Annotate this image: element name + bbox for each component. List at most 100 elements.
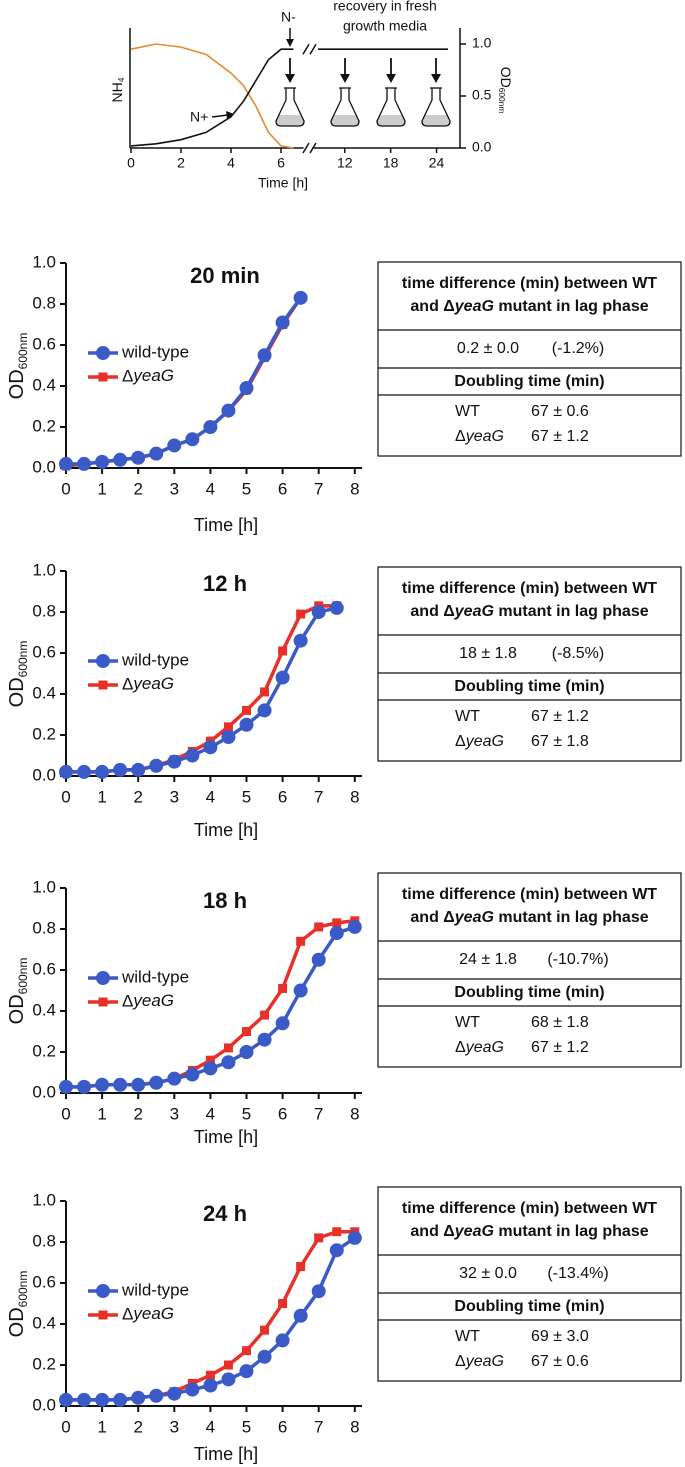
- table-header: and ΔyeaG mutant in lag phase: [410, 603, 648, 620]
- x-tick-label: 4: [206, 1104, 215, 1123]
- axis-label: OD600nm: [497, 67, 515, 114]
- x-tick-label: 5: [242, 1104, 251, 1123]
- arrow-head: [285, 74, 295, 83]
- lag-value: 18 ± 1.8: [459, 645, 517, 662]
- table-header: and ΔyeaG mutant in lag phase: [410, 298, 648, 315]
- flask-media: [331, 115, 359, 126]
- data-point: [149, 758, 164, 773]
- data-point: [113, 452, 128, 467]
- data-point: [131, 450, 146, 465]
- x-tick-label: 6: [278, 1417, 287, 1436]
- data-point: [185, 1067, 200, 1082]
- table-frame: [377, 566, 682, 762]
- y-tick-label: 0.4: [32, 683, 56, 702]
- data-point: [167, 1071, 182, 1086]
- y-tick-label: 0.2: [32, 416, 56, 435]
- data-point: [293, 983, 308, 998]
- annotation: growth media: [343, 18, 427, 34]
- data-point: [223, 722, 233, 732]
- y-tick-label: 0.8: [32, 1231, 56, 1250]
- x-tick-label: 7: [314, 479, 323, 498]
- data-point: [275, 315, 290, 330]
- data-point: [113, 1077, 128, 1092]
- y-tick-label: 1.0: [32, 1190, 56, 1209]
- data-point: [314, 922, 324, 932]
- y-tick-label: 1.0: [32, 877, 56, 896]
- row-label: WT: [455, 1328, 480, 1345]
- data-point: [59, 456, 73, 471]
- row-label: WT: [455, 708, 480, 725]
- data-point: [311, 952, 326, 967]
- data-point: [293, 290, 308, 305]
- data-point: [239, 1045, 254, 1059]
- arrow: [211, 114, 229, 118]
- row-label: ΔyeaG: [455, 1039, 504, 1056]
- x-tick-label: 4: [227, 155, 235, 171]
- axis-label: NH4: [109, 77, 127, 102]
- data-point: [332, 918, 342, 928]
- row-value: 69 ± 3.0: [531, 1328, 589, 1345]
- axis-label-sub: 600nm: [16, 333, 30, 370]
- data-point: [203, 1378, 218, 1393]
- data-point: [223, 1043, 233, 1053]
- data-point: [113, 762, 128, 777]
- x-tick-label: 1: [97, 787, 106, 806]
- legend-label: ΔyeaG: [122, 991, 174, 1010]
- y-tick-label: 0.6: [32, 642, 56, 661]
- data-point: [242, 1027, 251, 1036]
- x-tick-label: 2: [133, 479, 142, 498]
- arrow-head: [226, 111, 234, 119]
- legend-marker: [98, 997, 108, 1007]
- x-axis-label: Time [h]: [194, 1444, 258, 1464]
- x-tick-label: 0: [61, 479, 70, 498]
- legend-label: wild-type: [121, 1280, 189, 1299]
- data-point: [293, 633, 308, 648]
- row-value: 67 ± 1.8: [531, 733, 589, 750]
- data-point: [329, 1243, 344, 1258]
- legend-label: ΔyeaG: [122, 674, 174, 693]
- legend-marker: [98, 1310, 108, 1320]
- x-tick-label: 7: [314, 1104, 323, 1123]
- x-tick-label: 12: [337, 155, 353, 171]
- y-tick-label: 0.0: [32, 1082, 56, 1101]
- legend-label: wild-type: [121, 967, 189, 986]
- x-axis-label: Time [h]: [258, 175, 308, 191]
- chart-title: 24 h: [203, 1201, 247, 1226]
- lag-value: 24 ± 1.8: [459, 951, 517, 968]
- legend-label: wild-type: [121, 650, 189, 669]
- x-tick-label: 18: [383, 155, 399, 171]
- data-point: [260, 1325, 270, 1335]
- data-point: [167, 438, 182, 453]
- axis-label: OD600nm: [6, 958, 30, 1025]
- data-point: [77, 456, 92, 471]
- x-tick-label: 5: [242, 479, 251, 498]
- data-point: [203, 420, 218, 434]
- data-point: [296, 936, 306, 946]
- data-point: [242, 705, 251, 715]
- x-tick-label: 8: [350, 479, 359, 498]
- row-label: ΔyeaG: [455, 1353, 504, 1370]
- annotation: N-: [281, 9, 296, 25]
- data-point: [257, 348, 272, 363]
- legend-label: wild-type: [121, 342, 189, 361]
- legend-marker: [96, 346, 110, 360]
- x-tick-label: 0: [127, 155, 135, 171]
- y-tick-label: 0.0: [32, 1395, 56, 1414]
- legend-marker: [98, 680, 108, 690]
- x-tick-label: 6: [278, 1104, 287, 1123]
- axis-label-text: OD: [6, 1307, 28, 1337]
- data-point: [239, 717, 254, 732]
- data-point: [95, 1077, 110, 1092]
- data-point: [167, 1386, 182, 1401]
- x-tick-label: 2: [133, 787, 142, 806]
- data-point: [59, 764, 73, 779]
- data-point: [347, 1230, 362, 1245]
- axis-label: OD600nm: [6, 641, 30, 708]
- x-tick-label: 1: [97, 479, 106, 498]
- x-tick-label: 7: [314, 787, 323, 806]
- arrow-head: [340, 74, 350, 83]
- data-point: [131, 1390, 146, 1405]
- y-tick-label: 0.2: [32, 1041, 56, 1060]
- table-header: and ΔyeaG mutant in lag phase: [410, 1223, 648, 1240]
- lag-percent: (-13.4%): [547, 1265, 608, 1282]
